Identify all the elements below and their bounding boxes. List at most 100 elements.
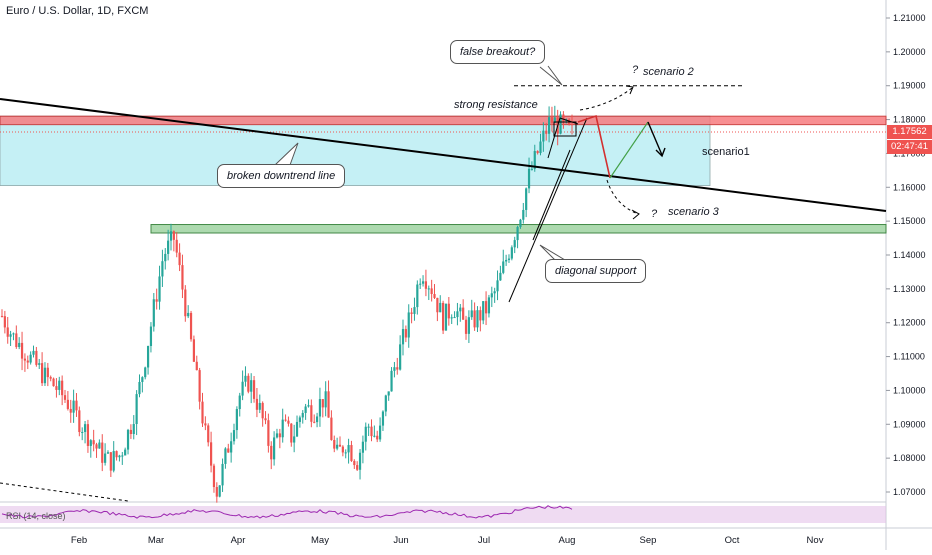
candle-body [83, 424, 87, 433]
candle-body [507, 258, 511, 260]
candle-body [516, 226, 519, 241]
candle-body [66, 399, 69, 409]
scenario2-question: ? [632, 64, 639, 76]
candle-body [112, 451, 115, 471]
candle-body [32, 350, 35, 355]
x-tick-label: May [311, 535, 329, 546]
downtrend-pointer [274, 142, 299, 166]
candle-body [301, 412, 304, 418]
candle-body [450, 317, 453, 319]
candle-body [484, 301, 488, 314]
candle-body [104, 453, 107, 463]
candle-body [499, 272, 502, 281]
scenario3-arrowhead [631, 209, 640, 220]
candle-body [273, 437, 276, 460]
candle-body [459, 307, 462, 312]
false-breakout-callout[interactable]: false breakout? [450, 40, 546, 64]
downtrend-line [0, 98, 887, 212]
candle-body [38, 363, 41, 365]
diagonal-support-pointer [539, 244, 566, 261]
candle-body [255, 398, 259, 410]
diagonal-support-line-inner [532, 149, 571, 241]
candle-body [527, 168, 531, 189]
x-tick-label: Feb [71, 535, 87, 546]
x-tick-label: Mar [148, 535, 164, 546]
candle-body [126, 429, 130, 450]
old-trend-line [0, 482, 129, 502]
downtrend-callout[interactable]: broken downtrend line [217, 164, 346, 188]
candle-body [192, 339, 196, 362]
candle-body [525, 188, 528, 210]
candle-body [121, 455, 124, 457]
candle-body [149, 326, 153, 347]
candle-body [513, 240, 516, 248]
candle-body [12, 333, 15, 335]
candle-body [393, 367, 396, 371]
candle-body [298, 417, 301, 422]
candle-body [278, 433, 281, 438]
y-tick-label: 1.19000 [893, 81, 926, 91]
candle-body [264, 418, 267, 421]
candle-body [287, 420, 290, 424]
resistance-zone [0, 115, 887, 126]
candle-body [350, 445, 353, 461]
candle-body [6, 327, 9, 337]
candle-body [550, 117, 554, 123]
candle-body [69, 408, 72, 413]
candle-body [487, 297, 491, 314]
candle-body [178, 252, 181, 266]
y-tick-label: 1.20000 [893, 47, 926, 57]
candle-body [55, 386, 58, 390]
candle-body [373, 435, 376, 437]
x-tick-label: Nov [807, 535, 824, 546]
candle-body [26, 360, 29, 363]
candle-body [539, 141, 542, 154]
y-tick-label: 1.12000 [893, 318, 926, 328]
candle-body [232, 430, 236, 442]
candle-body [436, 297, 439, 313]
candle-body [439, 302, 442, 313]
candle-body [338, 444, 342, 447]
current-price-badge: 1.17562 [887, 125, 932, 139]
candle-body [453, 317, 456, 319]
candle-body [281, 419, 284, 438]
candle-body [473, 310, 476, 328]
candle-body [315, 416, 319, 423]
candle-body [364, 426, 367, 442]
candle-body [124, 449, 127, 456]
candle-body [324, 391, 327, 408]
candle-body [195, 361, 198, 371]
candle-body [81, 432, 84, 434]
candle-body [424, 281, 428, 289]
candle-body [430, 288, 433, 294]
candle-body [505, 259, 508, 262]
candle-body [470, 310, 473, 318]
scenario3-arrow [606, 179, 639, 215]
candle-body [155, 299, 158, 302]
y-tick-label: 1.21000 [893, 13, 926, 23]
x-tick-label: Jul [478, 535, 490, 546]
x-tick-label: Jun [393, 535, 408, 546]
candle-body [29, 354, 32, 363]
candle-body [562, 114, 565, 121]
candle-body [198, 370, 201, 402]
candle-body [158, 276, 161, 302]
candle-body [241, 381, 244, 396]
diagonal-support-callout[interactable]: diagonal support [545, 259, 647, 283]
candle-body [18, 342, 21, 348]
candle-body [347, 445, 350, 453]
candle-body [106, 452, 110, 454]
candle-body [138, 381, 141, 395]
candle-body [476, 310, 479, 328]
false-breakout-pointer [539, 65, 563, 86]
y-tick-label: 1.15000 [893, 216, 926, 226]
scenario2-label: scenario 2 [643, 66, 694, 78]
y-tick-label: 1.14000 [893, 250, 926, 260]
candle-body [318, 399, 322, 417]
candle-body [410, 312, 413, 314]
candle-body [522, 209, 525, 220]
candle-body [344, 452, 347, 454]
candle-body [530, 168, 533, 170]
